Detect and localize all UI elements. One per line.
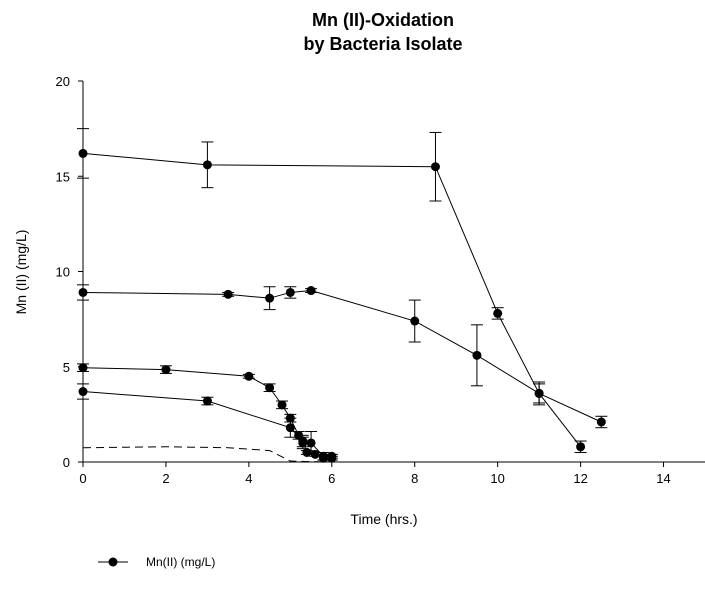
series-3-point	[244, 371, 254, 381]
chart-title-line1: Mn (II)-Oxidation	[312, 10, 454, 30]
series-4-point	[327, 453, 337, 463]
x-axis-label: Time (hrs.)	[350, 511, 417, 527]
series-2-point	[306, 286, 316, 296]
series-1-line	[82, 152, 581, 448]
axes-group: 0 2 4 6 8 10 12 14 0 5 10 15 20	[56, 74, 705, 486]
series-1-point	[202, 160, 212, 170]
legend-marker-sample	[108, 557, 118, 567]
x-tick-label: 14	[656, 471, 670, 486]
series-2-point	[265, 293, 275, 303]
series-1-point	[430, 162, 440, 172]
x-tick-label: 8	[411, 471, 418, 486]
series-5-line	[82, 446, 332, 463]
series-2-point	[596, 417, 606, 427]
x-tick-label: 6	[328, 471, 335, 486]
y-tick-label: 0	[63, 455, 70, 470]
series-1-point	[78, 148, 88, 158]
x-tick-label: 4	[245, 471, 252, 486]
y-axis-label: Mn (II) (mg/L)	[13, 230, 29, 315]
series-2-point	[534, 388, 544, 398]
series-4-point	[310, 449, 320, 459]
series-2-point	[285, 287, 295, 297]
series-1-point	[576, 442, 586, 452]
series-4-point	[298, 436, 308, 446]
series-3-line	[82, 367, 332, 457]
series-2-line	[82, 290, 602, 423]
chart-title-line2: by Bacteria Isolate	[303, 34, 462, 54]
legend-label: Mn(II) (mg/L)	[146, 555, 215, 569]
series-4-point	[78, 387, 88, 397]
series-layer	[77, 128, 608, 463]
series-2-point	[78, 287, 88, 297]
x-tick-label: 10	[490, 471, 504, 486]
series-2-point	[472, 350, 482, 360]
legend: Mn(II) (mg/L)	[98, 555, 215, 569]
series-2-point	[223, 289, 233, 299]
y-tick-label: 20	[56, 74, 70, 89]
y-tick-label: 15	[56, 169, 70, 184]
series-4-point	[285, 423, 295, 433]
series-2-point	[410, 316, 420, 326]
y-tick-label: 5	[63, 360, 70, 375]
y-tick-label: 10	[56, 265, 70, 280]
series-3-point	[265, 383, 275, 393]
x-tick-label: 12	[573, 471, 587, 486]
x-tick-label: 0	[79, 471, 86, 486]
series-1-point	[493, 308, 503, 318]
series-4-point	[319, 453, 329, 463]
series-3-point	[277, 400, 287, 410]
series-3-point	[306, 438, 316, 448]
series-3-point	[161, 365, 171, 375]
series-4-point	[302, 447, 312, 457]
x-tick-label: 2	[162, 471, 169, 486]
series-3-point	[78, 363, 88, 373]
series-4-point	[202, 396, 212, 406]
